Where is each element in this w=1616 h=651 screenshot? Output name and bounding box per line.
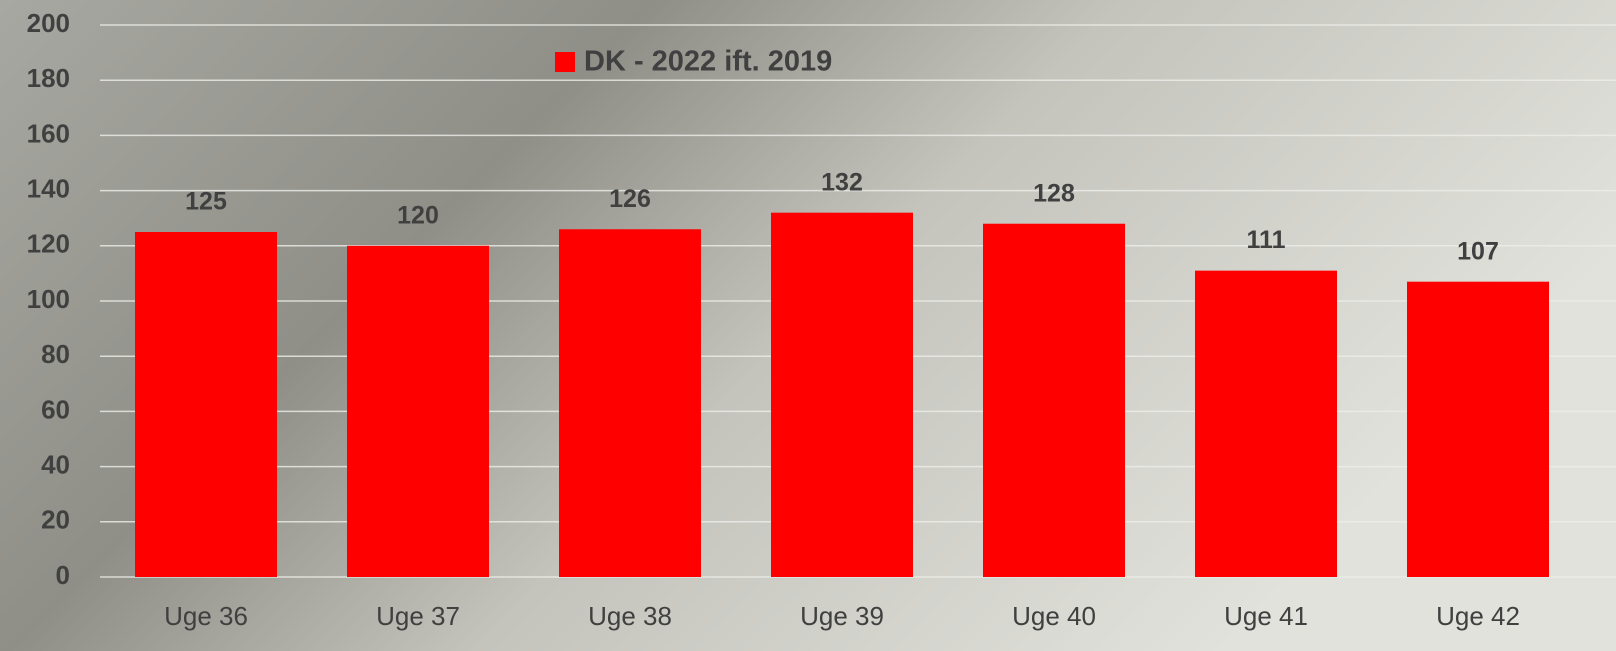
y-tick-label: 60 xyxy=(41,394,70,424)
y-tick-label: 140 xyxy=(27,173,70,203)
y-tick-label: 0 xyxy=(56,560,70,590)
bar xyxy=(771,212,913,577)
x-tick-label: Uge 36 xyxy=(164,601,248,631)
y-tick-label: 20 xyxy=(41,505,70,535)
data-label: 120 xyxy=(397,201,439,229)
bar xyxy=(135,232,277,577)
data-label: 107 xyxy=(1457,237,1499,265)
data-label: 128 xyxy=(1033,179,1075,207)
x-tick-label: Uge 41 xyxy=(1224,601,1308,631)
data-label: 111 xyxy=(1247,226,1286,254)
y-tick-label: 40 xyxy=(41,449,70,479)
data-label: 132 xyxy=(821,168,863,196)
legend-swatch xyxy=(555,52,575,72)
x-tick-label: Uge 42 xyxy=(1436,601,1520,631)
bar xyxy=(1407,281,1549,577)
x-tick-label: Uge 40 xyxy=(1012,601,1096,631)
y-tick-label: 160 xyxy=(27,118,70,148)
x-tick-label: Uge 37 xyxy=(376,601,460,631)
x-tick-label: Uge 39 xyxy=(800,601,884,631)
y-tick-label: 180 xyxy=(27,63,70,93)
y-tick-label: 100 xyxy=(27,284,70,314)
bar xyxy=(559,229,701,578)
bar xyxy=(1195,270,1337,577)
data-label: 125 xyxy=(185,188,227,216)
bar xyxy=(347,245,489,578)
y-tick-label: 200 xyxy=(27,8,70,38)
x-tick-label: Uge 38 xyxy=(588,601,672,631)
legend-label: DK - 2022 ift. 2019 xyxy=(584,46,832,78)
y-tick-label: 80 xyxy=(41,339,70,369)
bar xyxy=(983,223,1125,577)
y-tick-label: 120 xyxy=(27,229,70,259)
data-label: 126 xyxy=(609,185,651,213)
